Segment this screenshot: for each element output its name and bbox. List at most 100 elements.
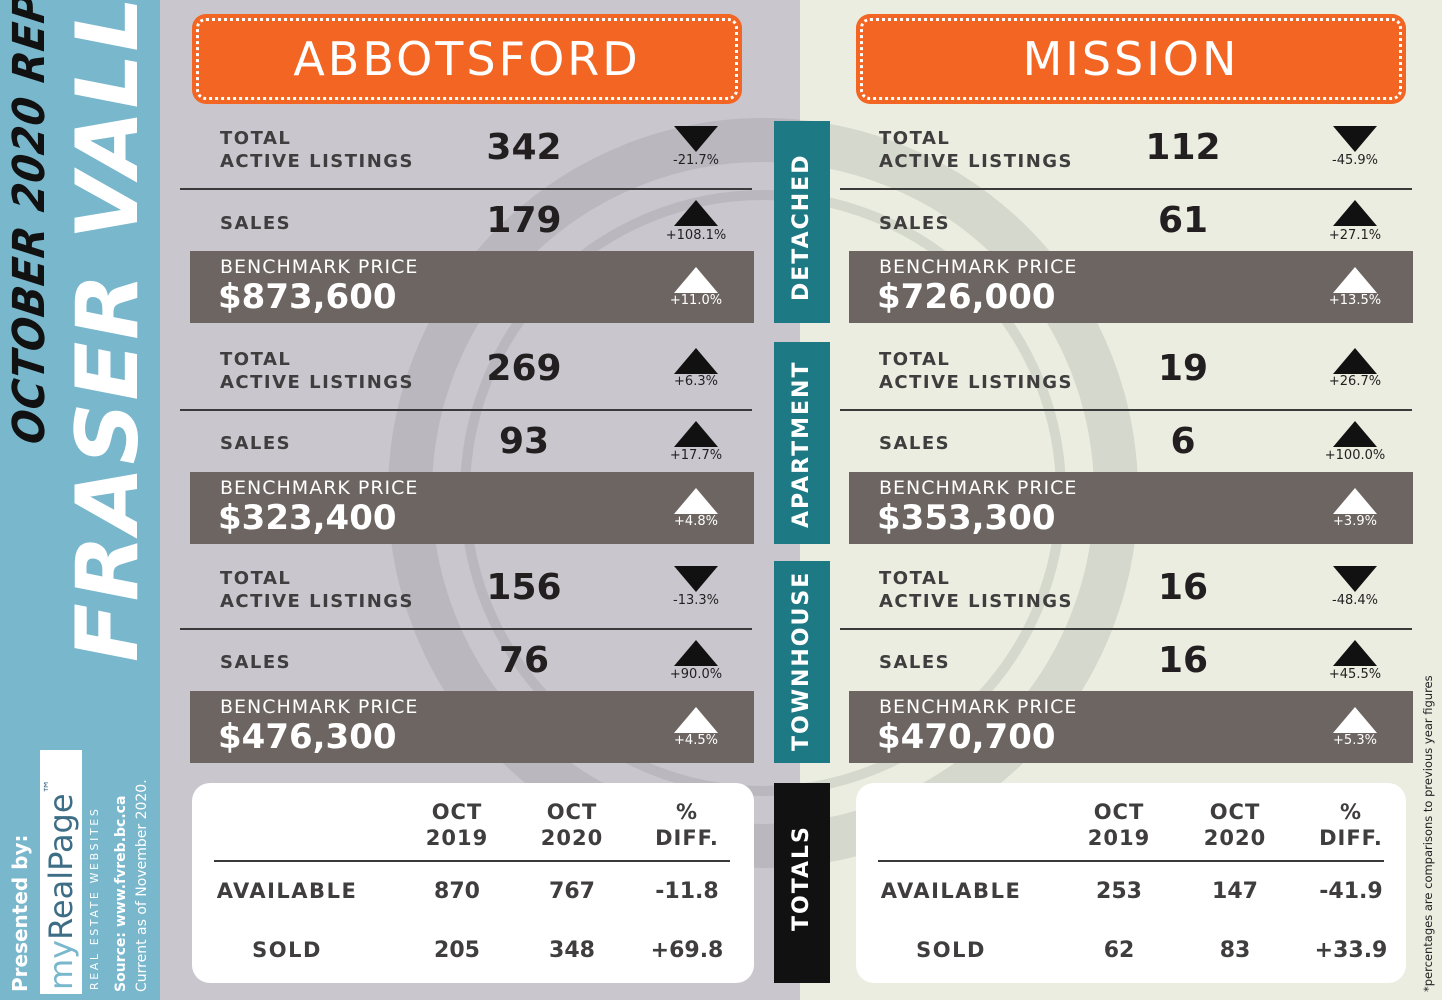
mission-detached-listings: 112 (1145, 127, 1221, 168)
divider (840, 188, 1412, 190)
abbotsford-townhouse-sales-change: +90.0% (669, 667, 723, 682)
mission-apartment-sales: 6 (1170, 421, 1196, 462)
label-active-listings: ACTIVE LISTINGS (220, 151, 415, 172)
mission-sold-diff: +33.9 (1314, 938, 1388, 963)
category-detached: DETACHED (774, 121, 830, 323)
mission-sold-2019: 62 (1103, 938, 1135, 963)
benchmark-up-icon (1333, 267, 1377, 293)
abbotsford-banner: ABBOTSFORD (192, 14, 742, 104)
mission-townhouse-sales-up-icon (1333, 640, 1377, 666)
divider (840, 628, 1412, 630)
divider (878, 860, 1384, 862)
abbotsford-apartment-listings: 269 (486, 348, 562, 389)
brand-tagline: REAL ESTATE WEBSITES (88, 806, 101, 990)
mission-banner: MISSION (856, 14, 1406, 104)
abbotsford-townhouse-listings-label: TOTAL ACTIVE LISTINGS (220, 567, 414, 613)
col-header-oct-2020: OCT 2020 (540, 800, 604, 850)
abbotsford-townhouse-sales-label: SALES (220, 652, 292, 673)
abbotsford-sold-diff: +69.8 (650, 938, 724, 963)
abbotsford-title: ABBOTSFORD (196, 18, 738, 100)
source-text: Source: www.fvreb.bc.ca (113, 795, 129, 992)
abbotsford-apartment-sales-change: +17.7% (669, 448, 723, 463)
brand-tm: ™ (42, 779, 58, 794)
myrealpage-logo: myRealPage™ REAL ESTATE WEBSITES (40, 750, 106, 995)
mission-townhouse-sales-label: SALES (879, 652, 951, 673)
abbotsford-detached-sales-up-icon (674, 200, 718, 226)
abbotsford-detached-listings: 342 (486, 127, 562, 168)
label-total: TOTAL (220, 128, 292, 149)
abbotsford-available-2019: 870 (434, 879, 480, 904)
abbotsford-detached-sales: 179 (486, 200, 562, 241)
mission-available-diff: -41.9 (1319, 879, 1383, 904)
mission-townhouse-listings: 16 (1157, 567, 1209, 608)
divider (180, 628, 752, 630)
mission-apartment-benchmark-change: +3.9% (1333, 514, 1377, 529)
mission-apartment-listings-change: +26.7% (1328, 374, 1382, 389)
benchmark-up-icon (674, 488, 718, 514)
mission-detached-sales-label: SALES (879, 213, 951, 234)
abbotsford-detached-benchmark-price: $873,600 (218, 277, 397, 317)
abbotsford-apartment-sales: 93 (498, 421, 550, 462)
mission-available-2019: 253 (1096, 879, 1142, 904)
abbotsford-townhouse-benchmark-price: $476,300 (218, 717, 397, 757)
mission-available-2020: 147 (1212, 879, 1258, 904)
mission-detached-listings-down-icon (1333, 126, 1377, 152)
col-header-oct-2019: OCT 2019 (1087, 800, 1151, 850)
row-label-sold: SOLD (252, 938, 322, 962)
category-apartment-label: APARTMENT (789, 360, 814, 528)
abbotsford-apartment-sales-label: SALES (220, 433, 292, 454)
mission-detached-listings-change: -45.9% (1332, 153, 1378, 168)
mission-townhouse-benchmark-price: $470,700 (877, 717, 1056, 757)
abbotsford-townhouse-benchmark-change: +4.5% (674, 733, 718, 748)
label-active-listings: ACTIVE LISTINGS (220, 372, 415, 393)
abbotsford-apartment-benchmark-change: +4.8% (674, 514, 718, 529)
mission-title: MISSION (860, 18, 1402, 100)
mission-apartment-benchmark: BENCHMARK PRICE $353,300 +3.9% (849, 472, 1413, 544)
benchmark-label: BENCHMARK PRICE (879, 256, 1078, 278)
mission-apartment-listings: 19 (1157, 348, 1209, 389)
mission-townhouse-listings-label: TOTAL ACTIVE LISTINGS (879, 567, 1073, 613)
abbotsford-sold-2020: 348 (549, 938, 595, 963)
abbotsford-detached-listings-label: TOTAL ACTIVE LISTINGS (220, 127, 414, 173)
abbotsford-townhouse-sales-up-icon (674, 640, 718, 666)
mission-detached-benchmark-price: $726,000 (877, 277, 1056, 317)
mission-detached-benchmark-change: +13.5% (1328, 293, 1382, 308)
label-active-listings: ACTIVE LISTINGS (879, 372, 1074, 393)
divider (840, 409, 1412, 411)
abbotsford-apartment-sales-up-icon (674, 421, 718, 447)
label-total: TOTAL (879, 349, 951, 370)
abbotsford-detached-benchmark: BENCHMARK PRICE $873,600 +11.0% (190, 251, 754, 323)
mission-townhouse-sales-change: +45.5% (1328, 667, 1382, 682)
abbotsford-apartment-listings-up-icon (674, 348, 718, 374)
col-header-pct-diff: % DIFF. (1319, 800, 1383, 850)
row-label-available: AVAILABLE (880, 879, 1022, 903)
benchmark-label: BENCHMARK PRICE (879, 696, 1078, 718)
benchmark-up-icon (674, 707, 718, 733)
row-label-sold: SOLD (916, 938, 986, 962)
col-header-pct-diff: % DIFF. (655, 800, 719, 850)
abbotsford-available-2020: 767 (549, 879, 595, 904)
mission-townhouse-listings-down-icon (1333, 566, 1377, 592)
mission-townhouse-listings-change: -48.4% (1332, 593, 1378, 608)
benchmark-label: BENCHMARK PRICE (220, 477, 419, 499)
divider (180, 188, 752, 190)
region-title: FRASER VALLEY - 1 (58, 0, 158, 662)
abbotsford-detached-sales-label: SALES (220, 213, 292, 234)
col-header-oct-2020: OCT 2020 (1203, 800, 1267, 850)
label-active-listings: ACTIVE LISTINGS (879, 151, 1074, 172)
abbotsford-townhouse-sales: 76 (498, 640, 550, 681)
mission-detached-listings-label: TOTAL ACTIVE LISTINGS (879, 127, 1073, 173)
benchmark-label: BENCHMARK PRICE (220, 696, 419, 718)
abbotsford-apartment-benchmark-price: $323,400 (218, 498, 397, 538)
brand-my: my (42, 939, 80, 990)
benchmark-up-icon (1333, 707, 1377, 733)
abbotsford-townhouse-listings: 156 (486, 567, 562, 608)
category-totals: TOTALS (774, 783, 830, 983)
mission-detached-sales-up-icon (1333, 200, 1377, 226)
benchmark-label: BENCHMARK PRICE (879, 477, 1078, 499)
mission-apartment-sales-label: SALES (879, 433, 951, 454)
mission-sold-2020: 83 (1219, 938, 1251, 963)
mission-townhouse-benchmark-change: +5.3% (1333, 733, 1377, 748)
mission-apartment-benchmark-price: $353,300 (877, 498, 1056, 538)
abbotsford-townhouse-listings-down-icon (674, 566, 718, 592)
